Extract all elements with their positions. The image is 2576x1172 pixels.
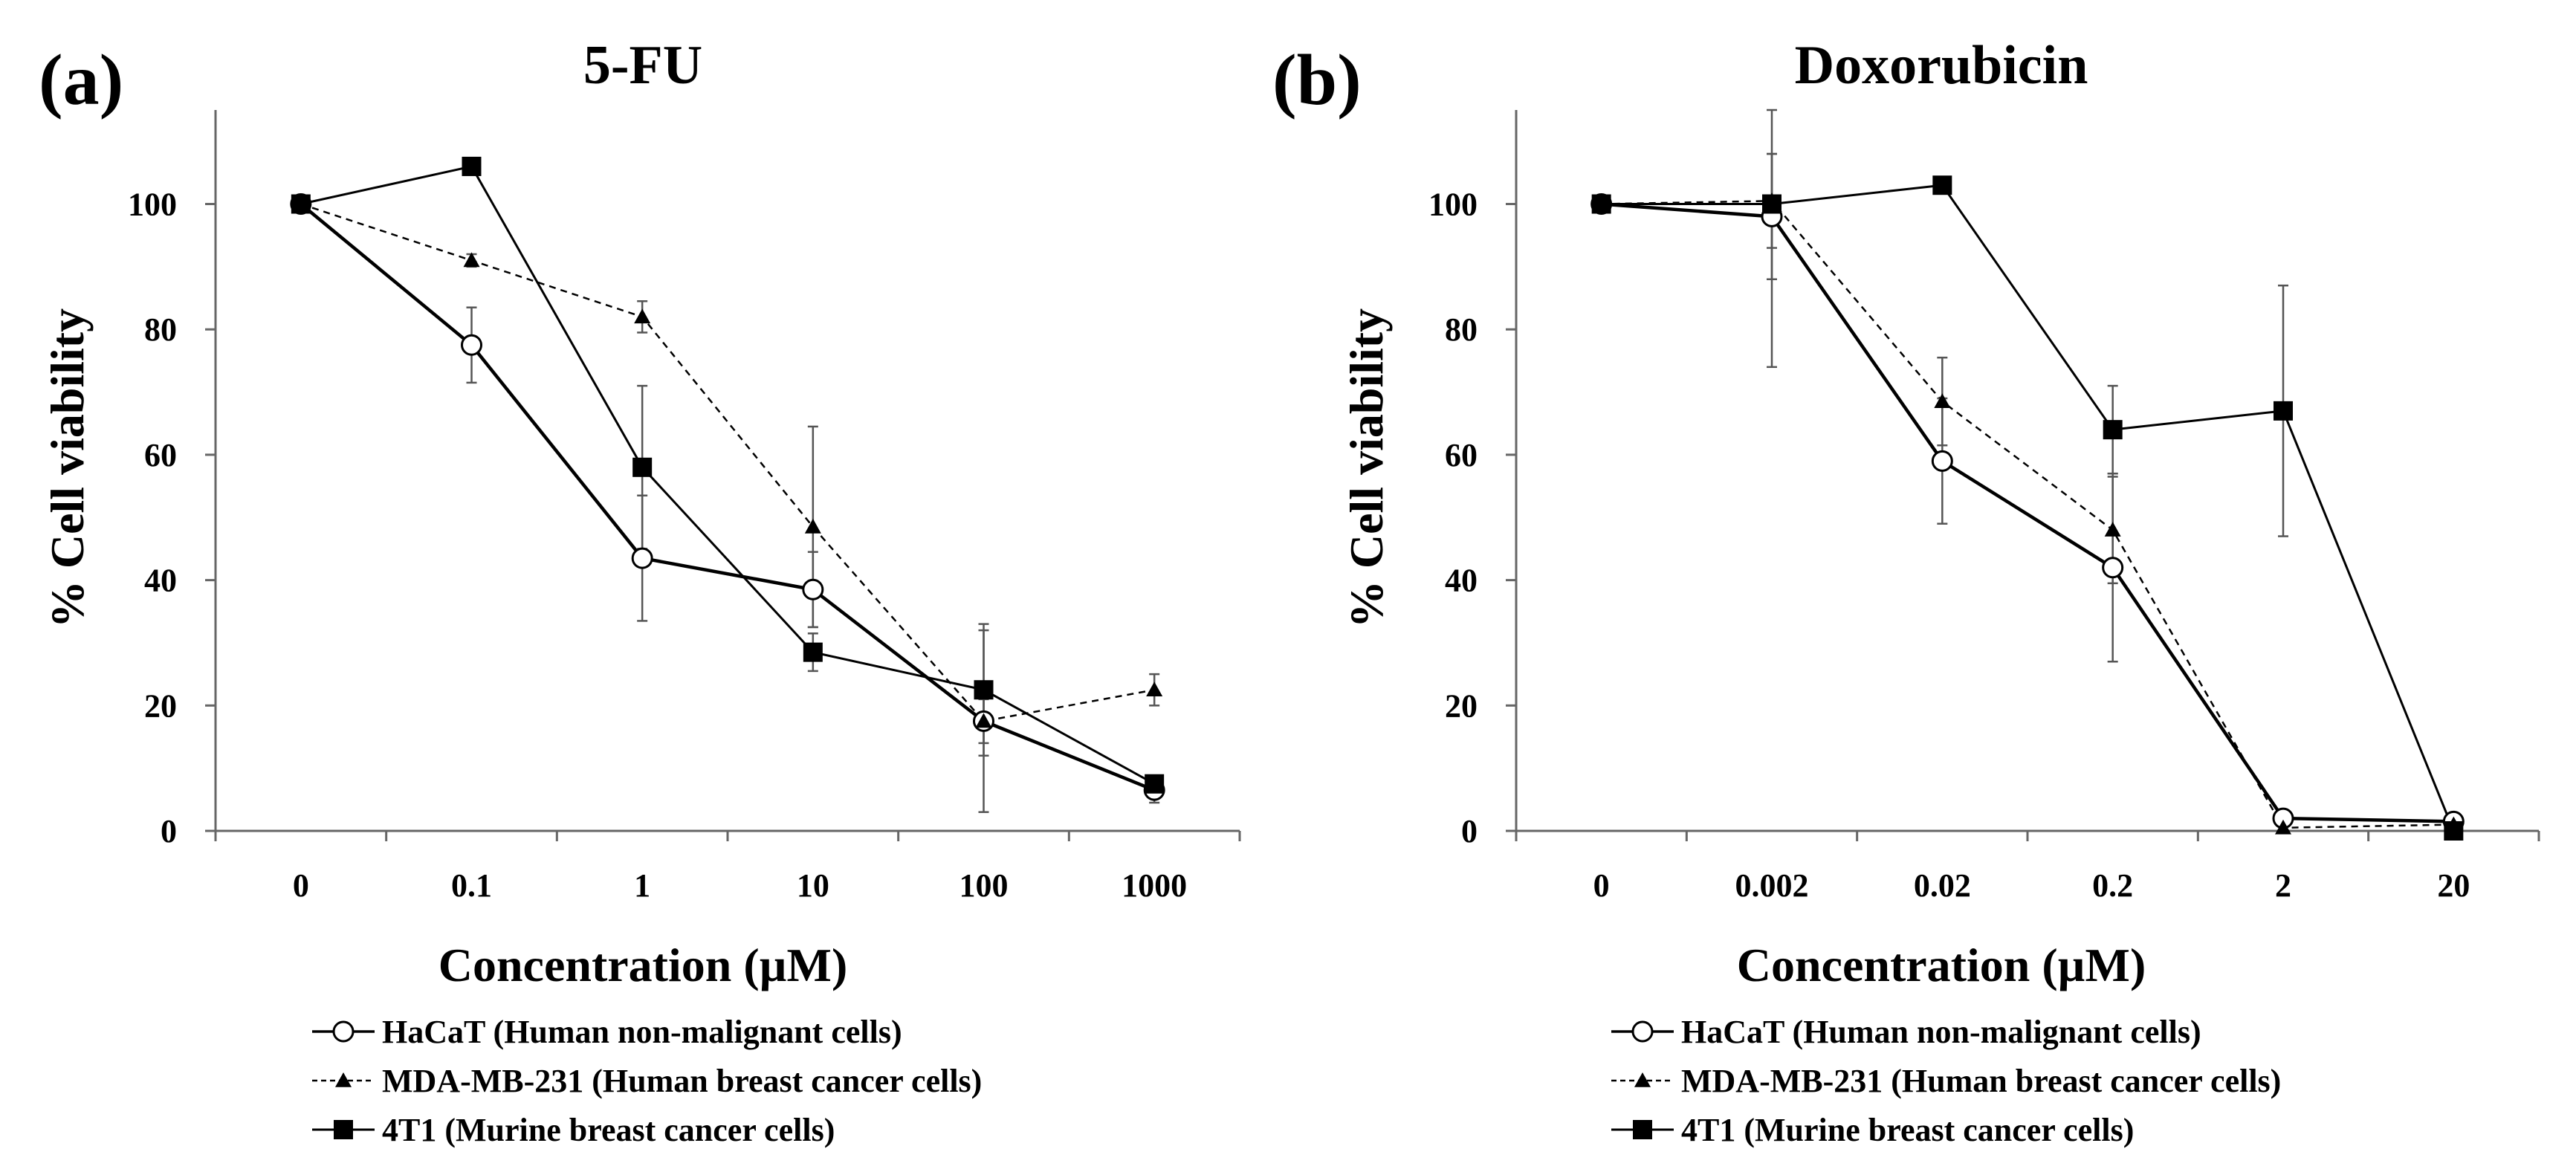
data-point <box>461 334 482 356</box>
legend-label: 4T1 (Murine breast cancer cells) <box>1681 1112 2134 1148</box>
data-point <box>1591 194 1611 214</box>
data-point <box>1931 450 1953 472</box>
data-point <box>975 713 992 728</box>
y-tick-label: 100 <box>128 187 177 223</box>
y-tick-label: 80 <box>1445 311 1478 348</box>
x-tick-label: 0 <box>293 867 309 904</box>
y-tick-label: 100 <box>1428 187 1478 223</box>
y-tick-label: 60 <box>144 437 177 473</box>
data-point <box>1932 175 1952 195</box>
data-point <box>1145 774 1165 794</box>
legend-marker <box>1634 1072 1651 1087</box>
data-point <box>462 156 482 176</box>
x-tick-label: 0 <box>1593 867 1610 904</box>
series-line <box>1601 202 2454 823</box>
y-tick-label: 60 <box>1445 437 1478 473</box>
data-point <box>803 642 823 662</box>
y-tick-label: 80 <box>144 311 177 348</box>
x-tick-label: 1000 <box>1122 867 1187 904</box>
y-tick-label: 20 <box>144 687 177 724</box>
data-point <box>2103 420 2123 440</box>
x-tick-label: 1 <box>634 867 650 904</box>
panel-label: (a) <box>39 40 123 120</box>
chart-title: Doxorubicin <box>1795 35 2088 96</box>
legend-marker <box>335 1072 352 1087</box>
legend-marker <box>1633 1120 1652 1139</box>
x-tick-label: 10 <box>797 867 829 904</box>
data-point <box>632 457 653 477</box>
data-point <box>631 547 653 569</box>
data-point <box>463 252 480 268</box>
x-tick-label: 20 <box>2437 867 2470 904</box>
data-point <box>802 578 824 600</box>
data-point <box>1762 194 1781 214</box>
data-point <box>634 308 651 324</box>
data-point <box>804 518 821 534</box>
legend-label: 4T1 (Murine breast cancer cells) <box>382 1112 835 1148</box>
y-tick-label: 40 <box>144 563 177 599</box>
x-axis-title: Concentration (µM) <box>438 939 848 991</box>
data-point <box>2274 401 2293 421</box>
series-line <box>1601 200 2454 829</box>
y-axis-title: % Cell viability <box>1340 308 1393 628</box>
x-tick-label: 100 <box>959 867 1009 904</box>
y-tick-label: 20 <box>1445 687 1478 724</box>
legend-label: HaCaT (Human non-malignant cells) <box>1681 1014 2201 1050</box>
data-point <box>1934 393 1951 409</box>
series-line <box>1601 184 2455 832</box>
legend-marker <box>334 1120 353 1139</box>
data-point <box>291 194 311 214</box>
x-tick-label: 2 <box>2275 867 2291 904</box>
panel-b: (b) Doxorubicin % Cell viability Concent… <box>1272 35 2540 1148</box>
chart-title: 5-FU <box>583 35 702 96</box>
panel-a: (a) 5-FU % Cell viability Concentration … <box>39 35 1241 1148</box>
legend-label: MDA-MB-231 (Human breast cancer cells) <box>1681 1063 2281 1099</box>
data-point <box>974 680 994 700</box>
series-line <box>300 202 1156 792</box>
legend-marker <box>1631 1020 1654 1043</box>
data-point <box>2275 819 2291 835</box>
legend-label: HaCaT (Human non-malignant cells) <box>382 1014 902 1050</box>
data-point <box>2102 557 2124 579</box>
legend-label: MDA-MB-231 (Human breast cancer cells) <box>382 1063 982 1099</box>
x-axis-title: Concentration (µM) <box>1737 939 2146 991</box>
panel-label: (b) <box>1272 40 1362 120</box>
x-tick-label: 0.02 <box>1914 867 1971 904</box>
data-point <box>1146 681 1163 697</box>
x-tick-label: 0.2 <box>2092 867 2133 904</box>
x-tick-label: 0.1 <box>451 867 492 904</box>
y-tick-label: 0 <box>1461 813 1478 849</box>
series-line <box>300 203 1155 722</box>
data-point <box>2104 522 2121 537</box>
y-axis-title: % Cell viability <box>41 308 94 628</box>
y-tick-label: 0 <box>161 813 177 849</box>
legend-marker <box>332 1020 355 1043</box>
data-point <box>2444 821 2464 841</box>
x-tick-label: 0.002 <box>1735 867 1809 904</box>
series-line <box>300 165 1155 786</box>
y-tick-label: 40 <box>1445 563 1478 599</box>
